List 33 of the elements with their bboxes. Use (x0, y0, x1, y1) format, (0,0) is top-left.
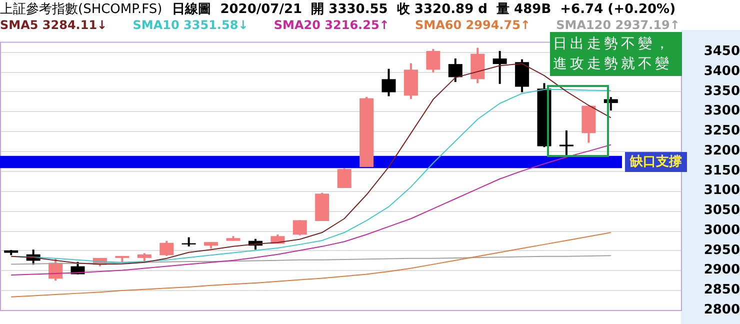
y-tick-label: 3000 (704, 222, 740, 238)
candlestick (559, 129, 574, 159)
text: SMA5 3284.11↓ (0, 18, 108, 32)
candlestick (337, 167, 352, 190)
y-tick-label: 2800 (704, 302, 740, 318)
candlestick (448, 57, 462, 83)
annotation: 日出走勢不變，進攻走勢就不變 (550, 32, 682, 76)
y-tick-label: 3450 (704, 44, 740, 60)
y-tick-label: 3300 (704, 104, 740, 119)
text: SMA10 3351.58↓ (132, 18, 248, 32)
y-tick-label: 3350 (704, 84, 740, 99)
candlestick (426, 48, 440, 74)
chart-subtitle: 日線圖 2020/07/21 開 3330.55 收 3320.89 d 量 489B +6.74 (+0.20%) (172, 0, 676, 18)
y-tick-label: 3200 (704, 143, 740, 158)
band-label: 缺口支撐 (629, 154, 682, 170)
candlestick (137, 252, 152, 264)
text: SMA20 3216.25↑ (274, 18, 390, 32)
text: SMA60 2994.75↑ (415, 18, 530, 32)
candlestick (182, 236, 196, 248)
y-tick-label: 3050 (704, 203, 740, 218)
y-tick-label: 3250 (704, 124, 740, 139)
candlestick (492, 50, 507, 85)
y-tick-label: 3150 (704, 163, 740, 178)
y-tick-label: 2850 (704, 282, 740, 298)
y-tick-label: 2900 (704, 262, 740, 278)
candlestick (292, 219, 307, 236)
y-tick-label: 3400 (704, 64, 740, 79)
y-tick-label: 2950 (704, 242, 740, 258)
candlestick (382, 68, 396, 98)
candlestick (160, 240, 174, 257)
y-tick-label: 3100 (704, 183, 740, 198)
text: SMA120 2937.19↑ (556, 18, 680, 32)
chart-title: 上証參考指數(SHCOMP.FS) (0, 0, 162, 18)
